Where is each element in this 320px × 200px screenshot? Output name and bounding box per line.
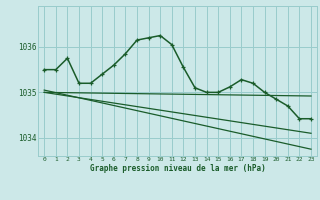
X-axis label: Graphe pression niveau de la mer (hPa): Graphe pression niveau de la mer (hPa): [90, 164, 266, 173]
